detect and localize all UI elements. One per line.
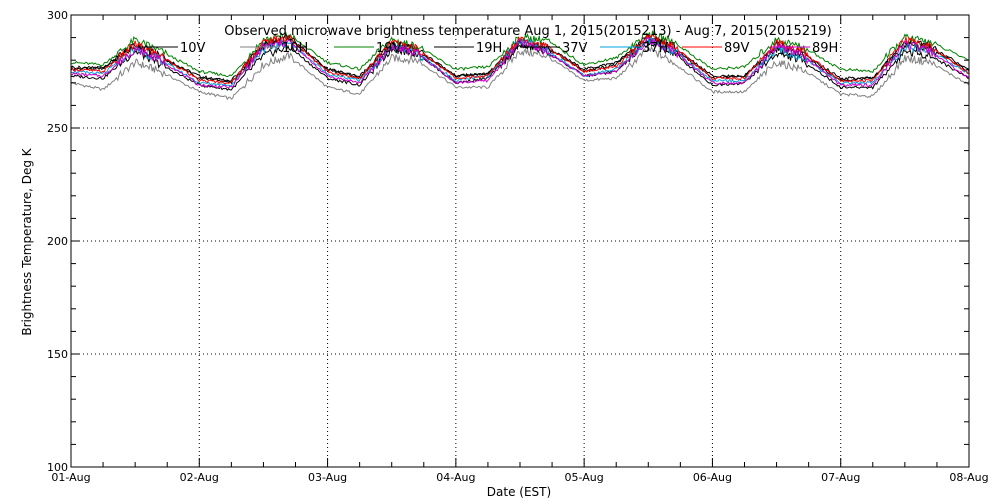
series-line-89h — [70, 36, 970, 89]
legend-label-19v: 19V — [376, 41, 402, 56]
y-tick-label: 150 — [47, 348, 68, 361]
y-axis-title: Brightness Temperature, Deg K — [20, 147, 34, 335]
x-axis-title: Date (EST) — [487, 485, 551, 499]
legend-label-19h: 19H — [476, 41, 502, 56]
legend-label-89h: 89H — [812, 41, 838, 56]
x-tick-label: 06-Aug — [693, 471, 732, 484]
legend-label-10h: 10H — [282, 41, 308, 56]
legend-label-37h: 37H — [642, 41, 668, 56]
x-tick-label: 03-Aug — [308, 471, 347, 484]
series-layer — [70, 30, 970, 101]
tick-layer: 100 150 200 250 300 01-Aug 02-Aug 03-Aug 04-Aug 0… — [47, 9, 989, 484]
legend: 10V 10H 19V 19H 37V 37H 89V 89H — [138, 41, 838, 56]
legend-label-10v: 10V — [180, 41, 206, 56]
x-tick-label: 08-Aug — [949, 471, 988, 484]
x-tick-label: 01-Aug — [51, 471, 90, 484]
x-tick-label: 02-Aug — [180, 471, 219, 484]
y-tick-label: 250 — [47, 122, 68, 135]
y-tick-label: 100 — [47, 461, 68, 474]
x-tick-label: 07-Aug — [821, 471, 860, 484]
legend-label-37v: 37V — [562, 41, 588, 56]
x-tick-label: 04-Aug — [436, 471, 475, 484]
x-tick-label: 05-Aug — [565, 471, 604, 484]
y-tick-label: 300 — [47, 9, 68, 22]
legend-label-89v: 89V — [724, 41, 750, 56]
grid-layer — [71, 15, 969, 467]
series-line-10h — [70, 44, 970, 101]
y-tick-label: 200 — [47, 235, 68, 248]
chart-title: Observed microwave brightness temperatur… — [224, 24, 831, 39]
